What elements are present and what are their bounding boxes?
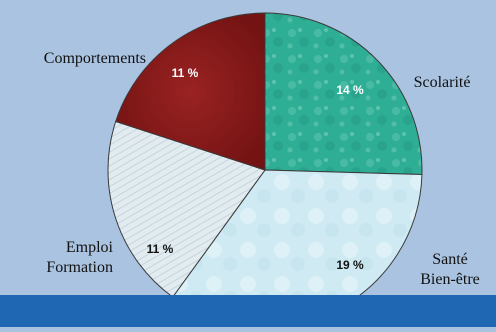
category-label-comportements: Comportements bbox=[44, 50, 146, 67]
pie-slice-scolarite bbox=[264, 12, 423, 175]
percent-label-comportements: 11 % bbox=[172, 66, 199, 80]
category-label-sante-bien-etre: Santé Bien-être bbox=[420, 251, 480, 288]
percent-label-emploi-formation: 11 % bbox=[147, 242, 174, 256]
category-label-scolarite: Scolarité bbox=[414, 74, 471, 91]
percent-label-sante-bien-etre: 19 % bbox=[336, 258, 364, 272]
bottom-banner bbox=[0, 295, 496, 327]
category-label-emploi-formation: Emploi Formation bbox=[46, 239, 113, 276]
pie-slice-emploi-formation bbox=[107, 120, 266, 298]
pie-slice-comportements bbox=[115, 12, 266, 171]
percent-label-scolarite: 14 % bbox=[336, 83, 364, 97]
